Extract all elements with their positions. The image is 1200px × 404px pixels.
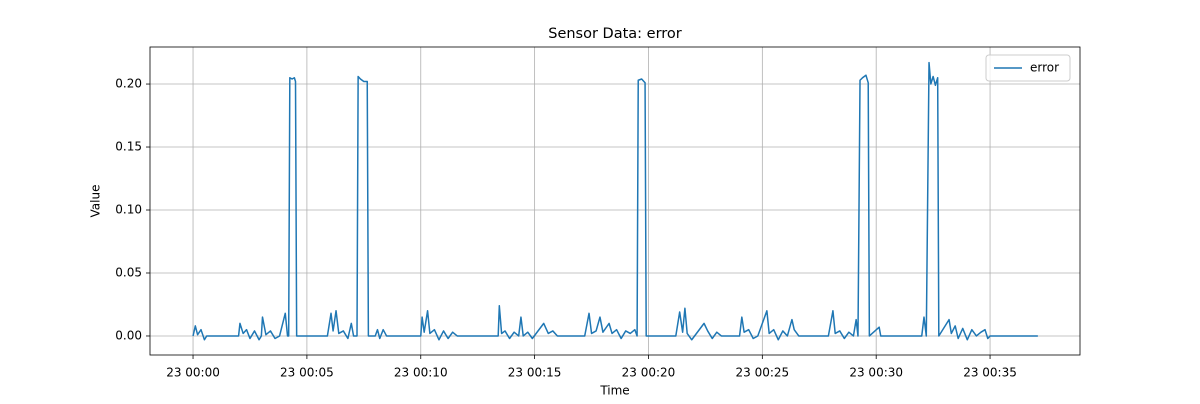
plot-frame (149, 46, 1081, 356)
x-tick-label: 23 00:35 (963, 366, 1017, 380)
x-tick-label: 23 00:20 (622, 366, 676, 380)
chart-title: Sensor Data: error (548, 26, 682, 42)
x-tick-label: 23 00:05 (280, 366, 334, 380)
x-tick-label: 23 00:30 (849, 366, 903, 380)
y-axis-label: Value (89, 185, 103, 218)
y-tick-label: 0.10 (115, 203, 142, 217)
x-tick-label: 23 00:00 (166, 366, 220, 380)
x-tick-label: 23 00:25 (735, 366, 789, 380)
series-line (192, 61, 1038, 341)
y-tick-label: 0.00 (115, 328, 142, 342)
legend-label: error (1030, 61, 1059, 75)
x-tick-label: 23 00:10 (394, 366, 448, 380)
y-tick-label: 0.20 (115, 77, 142, 91)
y-tick-label: 0.05 (115, 265, 142, 279)
x-axis-label: Time (599, 384, 629, 398)
x-tick-label: 23 00:15 (508, 366, 562, 380)
legend-box (985, 54, 1071, 82)
y-tick-label: 0.15 (115, 140, 142, 154)
